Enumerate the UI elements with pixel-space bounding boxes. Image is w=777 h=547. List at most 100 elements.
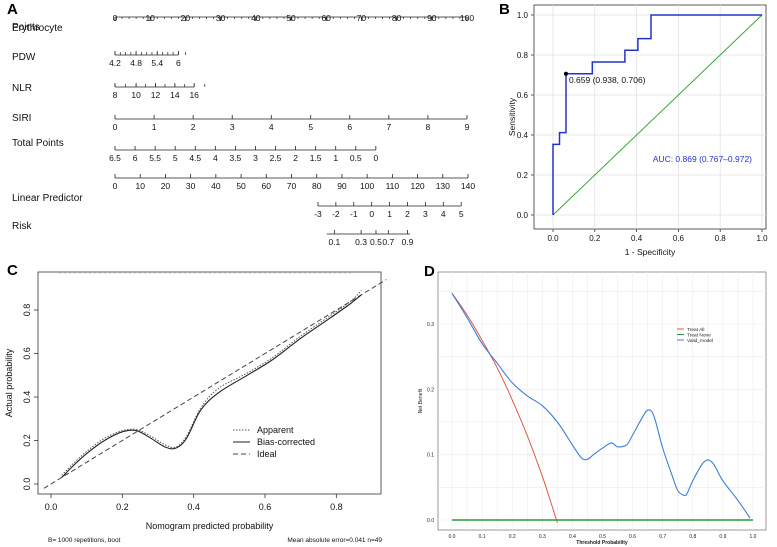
panel-c-label: C [7,262,18,279]
tick-label-nlr: 3 [230,122,235,132]
tick-label-total-points: 20 [161,181,171,191]
legend-label-treat-none: Treat None [687,333,711,339]
tick-label-total-points: 60 [262,181,272,191]
y-tick-label: 0.0 [517,211,529,220]
row-label-points: Points [12,22,40,33]
x-tick-label: 0.6 [629,534,636,540]
plot-frame [533,4,767,230]
tick-label-siri: 4.5 [189,153,201,163]
tick-label-nlr: 6 [347,122,352,132]
tick-label-nlr: 5 [308,122,313,132]
y-tick-label: 0.8 [517,51,529,60]
panel-a-nomogram: A Points 0 10 20 30 40 50 60 70 80 90 100 Erythrocyt… [0,0,485,260]
tick-label-points: 100 [460,13,474,23]
tick-label-total-points: 40 [211,181,221,191]
tick-label-nlr: 9 [465,122,470,132]
y-tick-label: 0.2 [427,387,434,393]
x-tick-label: 0.0 [449,534,456,540]
x-tick-label: 0.8 [330,502,343,512]
row-label-pdw: PDW [12,52,36,63]
tick-label-risk: 0.5 [370,237,382,247]
cutoff-annotation: 0.659 (0.938, 0.706) [569,75,646,85]
tick-label-nlr: 8 [426,122,431,132]
tick-label-pdw: 14 [170,90,180,100]
tick-label-linear-predictor: 1 [387,209,392,219]
row-label-siri: SIRI [12,113,31,124]
tick-label-siri: 6.5 [109,153,121,163]
tick-label-siri: 3.5 [229,153,241,163]
roc-curve-line [552,14,762,215]
tick-label-total-points: 120 [410,181,424,191]
tick-label-total-points: 50 [236,181,246,191]
x-tick-label: 0.6 [673,234,685,243]
tick-label-erythrocyte: 6 [176,58,181,68]
tick-label-nlr: 2 [191,122,196,132]
legend-ideal-label: Ideal [257,449,277,459]
tick-label-points: 70 [357,13,367,23]
decision-curve-chart: 0.0 0.1 0.2 0.3 0.4 0.5 0.6 0.7 0.8 0.9 1.0 0.0 0.1 0… [418,271,767,546]
bias-corrected-line [61,294,362,478]
x-tick-label: 0.6 [259,502,272,512]
y-tick-label: 0.3 [427,322,434,328]
tick-label-points: 30 [216,13,226,23]
tick-label-points: 90 [427,13,437,23]
calibration-chart: 0.0 0.2 0.4 0.6 0.8 0.0 0.2 0.4 0.6 0.8 Apparent Bi… [4,271,387,544]
x-tick-label: 0.5 [599,534,606,540]
tick-label-total-points: 110 [386,181,400,191]
y-tick-label: 0.4 [517,131,529,140]
tick-label-siri: 1 [333,153,338,163]
x-tick-label: 0.2 [589,234,601,243]
y-tick-label: 0.0 [427,518,434,524]
tick-label-siri: 1.5 [310,153,322,163]
x-tick-label: 1.0 [750,534,757,540]
y-axis-label: Actual probability [4,348,14,417]
tick-label-nlr: 0 [113,122,118,132]
footnote-right: Mean absolute error=0.041 n=49 [287,537,382,544]
row-label-nlr: NLR [12,83,32,94]
x-tick-label: 0.8 [689,534,696,540]
tick-label-siri: 4 [213,153,218,163]
tick-label-points: 20 [181,13,191,23]
tick-label-points: 0 [113,13,118,23]
tick-label-linear-predictor: -1 [350,209,358,219]
y-axis-label: Net Benefit [418,388,424,413]
row-label-erythrocyte: Erythrocyte [12,23,63,34]
tick-label-total-points: 70 [287,181,297,191]
y-tick-label: 0.6 [517,91,529,100]
x-tick-label: 1.0 [756,234,768,243]
tick-label-linear-predictor: 4 [441,209,446,219]
tick-label-total-points: 130 [436,181,450,191]
tick-label-total-points: 80 [312,181,322,191]
tick-label-total-points: 30 [186,181,196,191]
tick-label-pdw: 10 [131,90,141,100]
x-tick-label: 0.8 [715,234,727,243]
tick-label-linear-predictor: 3 [423,209,428,219]
panel-d-decision-curve: D 0.0 0.1 0.2 0.3 0.4 0.5 0.6 0.7 0.8 0.9 1.0 0.0 0.… [390,262,777,547]
y-tick-label: 1.0 [517,11,529,20]
y-axis-label: Sensitivity [507,97,517,136]
row-label-risk: Risk [12,221,32,232]
tick-label-risk: 0.9 [402,237,414,247]
reference-line [552,14,763,216]
y-tick-label: 0.6 [22,347,32,360]
y-tick-label: 0.2 [517,171,529,180]
footnote-left: B= 1000 repetitions, boot [48,537,121,544]
y-tick-label: 0.2 [22,434,32,447]
tick-label-linear-predictor: -3 [314,209,322,219]
x-axis-label: Threshold Probability [576,540,628,546]
tick-label-siri: 3 [253,153,258,163]
x-tick-label: 0.7 [659,534,666,540]
x-tick-label: 0.4 [187,502,200,512]
x-tick-label: 0.4 [631,234,643,243]
tick-label-siri: 0 [373,153,378,163]
x-tick-label: 0.2 [509,534,516,540]
valid-model-line [451,293,751,519]
tick-label-total-points: 10 [135,181,145,191]
tick-label-points: 60 [321,13,331,23]
tick-label-nlr: 4 [269,122,274,132]
tick-label-erythrocyte: 5.4 [151,58,163,68]
tick-label-siri: 0.5 [350,153,362,163]
tick-label-pdw: 16 [189,90,199,100]
plot-frame [437,271,767,531]
